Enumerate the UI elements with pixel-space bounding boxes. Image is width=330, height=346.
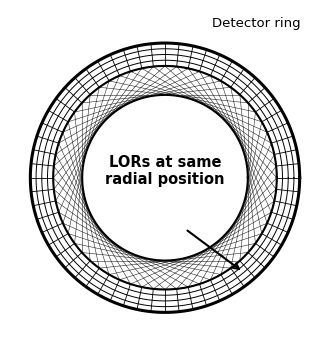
Circle shape — [82, 95, 248, 261]
Text: LORs at same
radial position: LORs at same radial position — [105, 155, 225, 187]
Text: Detector ring: Detector ring — [212, 17, 301, 29]
Circle shape — [30, 43, 300, 312]
